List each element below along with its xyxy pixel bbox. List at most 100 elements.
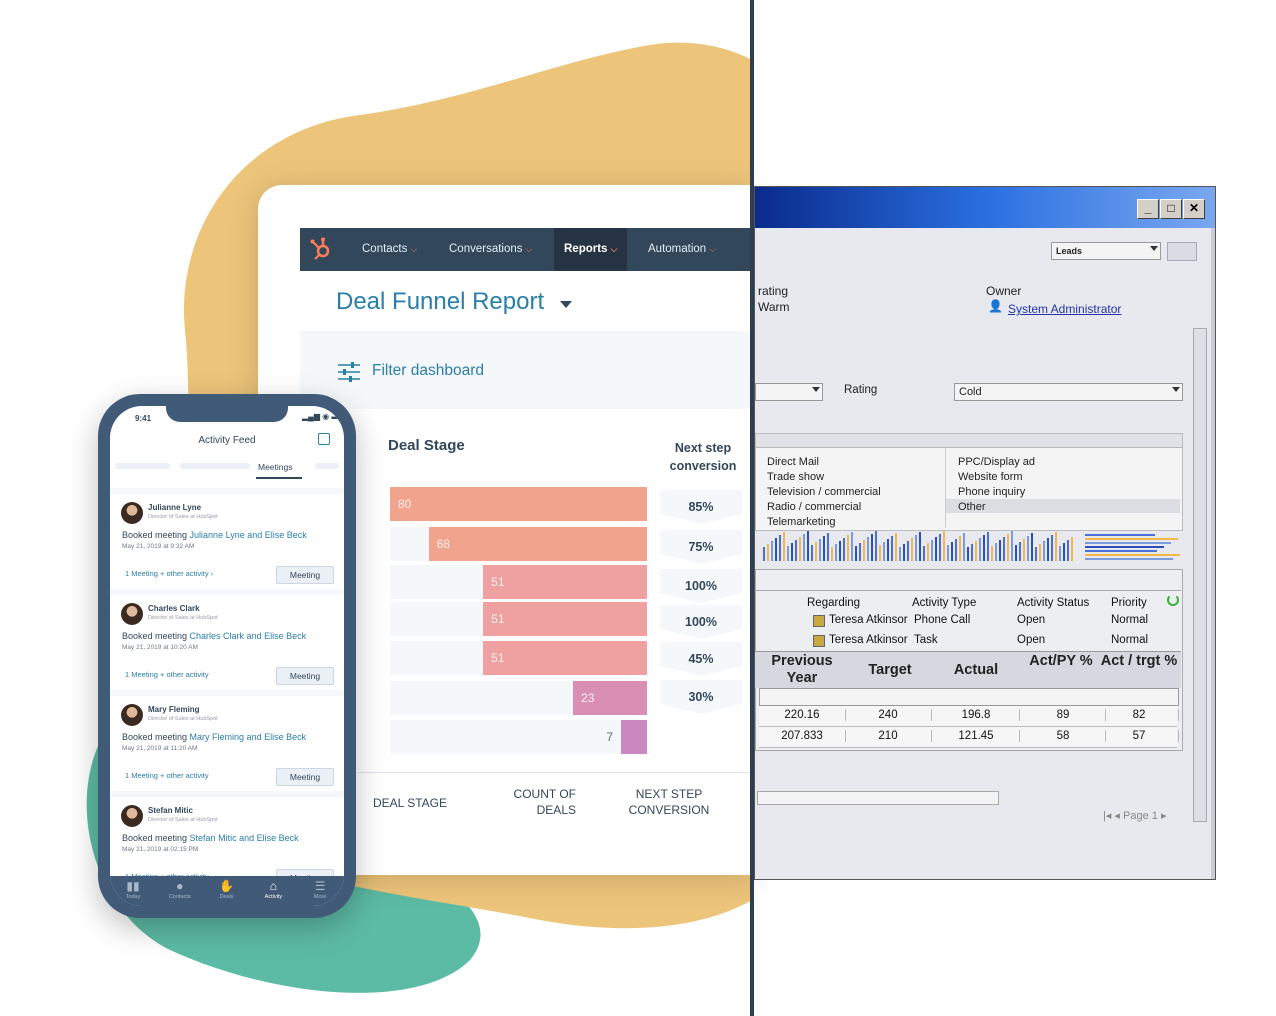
metric-row[interactable] — [759, 706, 1177, 727]
conversion-badge: 30% — [660, 680, 742, 714]
lead-source-item[interactable]: Phone inquiry — [958, 486, 1026, 498]
header-priority[interactable]: Priority — [1111, 597, 1147, 609]
nav-automation[interactable]: Automation ⌵ — [648, 243, 717, 255]
metrics-filter-row[interactable] — [759, 688, 1179, 706]
header-regarding[interactable]: Regarding — [807, 597, 861, 609]
list-item[interactable]: Julianne Lyne Director of Sales at HubSpo… — [110, 488, 344, 594]
view-nav-buttons[interactable] — [1167, 242, 1197, 261]
tab-placeholder[interactable] — [180, 463, 250, 469]
lead-source-list[interactable] — [755, 447, 1183, 531]
meeting-button[interactable]: Meeting — [276, 566, 334, 584]
lead-source-item[interactable]: Television / commercial — [767, 486, 881, 498]
activity-cell[interactable]: Open — [1017, 634, 1046, 646]
meeting-people-link[interactable]: Stefan Mitic and Elise Beck — [189, 833, 299, 843]
header-previous-year[interactable]: Previous Year — [771, 653, 833, 686]
hubspot-sprocket-icon[interactable] — [308, 236, 334, 262]
header-act-trgt[interactable]: Act / trgt % — [1100, 653, 1178, 669]
sliders-icon[interactable] — [338, 362, 360, 382]
filter-dashboard-link[interactable]: Filter dashboard — [372, 362, 485, 379]
footer-next-step-conversion[interactable]: NEXT STEP CONVERSION — [628, 787, 710, 817]
footer-deal-stage[interactable]: DEAL STAGE — [373, 796, 448, 810]
meeting-people-link[interactable]: Mary Fleming and Elise Beck — [189, 732, 307, 742]
maximize-icon[interactable]: □ — [1160, 199, 1182, 219]
lead-source-item[interactable]: Trade show — [767, 471, 825, 483]
lead-source-item[interactable]: Direct Mail — [767, 456, 819, 468]
nav-reports[interactable]: Reports ⌵ — [554, 228, 628, 271]
nav-contacts[interactable]: Contacts ⌵ — [362, 243, 418, 255]
header-activity-status[interactable]: Activity Status — [1017, 597, 1090, 609]
lead-source-item[interactable]: Website form — [958, 471, 1023, 483]
mini-bar — [1059, 546, 1061, 561]
compose-icon[interactable] — [318, 433, 330, 445]
lead-source-item[interactable]: Other — [958, 501, 986, 513]
tab-more[interactable]: ☰ More — [297, 876, 343, 900]
metric-cell: 121.45 — [933, 730, 1020, 742]
owner-link[interactable]: System Administrator — [1008, 302, 1122, 316]
chevron-down-icon: ⌵ — [610, 244, 618, 254]
funnel-bar[interactable]: 51 — [483, 565, 647, 599]
list-item[interactable]: Mary Fleming Director of Sales at HubSpot… — [110, 690, 344, 796]
meeting-button[interactable]: Meeting — [276, 768, 334, 786]
lead-source-item[interactable]: Telemarketing — [767, 516, 836, 528]
list-item[interactable]: Charles Clark Director of Sales at HubSpo… — [110, 589, 344, 695]
activity-cell[interactable]: Phone Call — [914, 614, 971, 626]
left-dropdown[interactable] — [755, 383, 823, 401]
tab-label: Deals — [219, 894, 234, 900]
funnel-bar[interactable]: 68 — [428, 527, 647, 561]
activity-cell[interactable]: Open — [1017, 614, 1046, 626]
funnel-bar[interactable]: 80 — [390, 487, 647, 521]
other-activity-link[interactable]: 1 Meeting + other activity — [125, 670, 209, 679]
tab-label: Contacts — [168, 894, 191, 900]
footer-count-of-deals[interactable]: COUNT OF DEALS — [513, 787, 576, 817]
header-act-py[interactable]: Act/PY % — [1029, 653, 1093, 669]
other-activity-link[interactable]: 1 Meeting + other activity — [125, 771, 209, 780]
activity-record-icon — [813, 615, 825, 627]
header-activity-type[interactable]: Activity Type — [912, 597, 977, 609]
activity-cell[interactable]: Normal — [1111, 614, 1149, 626]
meeting-button[interactable]: Meeting — [276, 667, 334, 685]
funnel-bar[interactable] — [621, 720, 647, 754]
tab-placeholder[interactable] — [315, 463, 339, 469]
meeting-text: Booked meeting Charles Clark and Elise B… — [122, 631, 306, 641]
tab-label: Activity — [264, 894, 283, 900]
caret-down-icon[interactable] — [560, 301, 572, 308]
mini-bar — [791, 543, 793, 561]
mini-bar — [807, 531, 809, 561]
activity-cell[interactable]: Normal — [1111, 634, 1149, 646]
tab-deals[interactable]: ✋ Deals — [204, 876, 250, 900]
header-actual[interactable]: Actual — [953, 662, 999, 678]
lead-source-item[interactable]: PPC/Display ad — [958, 456, 1036, 468]
metric-cell: 58 — [1021, 730, 1106, 742]
close-icon[interactable]: ✕ — [1183, 199, 1205, 219]
activity-cell[interactable]: Teresa Atkinsor — [829, 614, 908, 626]
meeting-people-link[interactable]: Julianne Lyne and Elise Beck — [189, 530, 307, 540]
minimize-icon[interactable]: _ — [1137, 199, 1159, 219]
tab-meetings[interactable]: Meetings — [258, 462, 293, 472]
vertical-scrollbar[interactable] — [1193, 328, 1207, 822]
conversion-badge: 45% — [660, 642, 742, 676]
funnel-bar[interactable]: 51 — [483, 602, 647, 636]
refresh-icon[interactable] — [1167, 594, 1179, 606]
pager[interactable]: |◂ ◂ Page 1 ▸ — [1103, 810, 1167, 822]
activity-cell[interactable]: Teresa Atkinsor — [829, 634, 908, 646]
meeting-people-link[interactable]: Charles Clark and Elise Beck — [189, 631, 307, 641]
contact-role: Director of Sales at HubSpot — [148, 716, 218, 722]
tab-placeholder[interactable] — [115, 463, 170, 469]
header-target[interactable]: Target — [868, 662, 912, 678]
lead-source-item[interactable]: Radio / commercial — [767, 501, 862, 513]
tab-today[interactable]: ▮▮ Today — [110, 876, 156, 900]
other-activity-link[interactable]: 1 Meeting + other activity › — [125, 569, 214, 578]
metric-row[interactable] — [759, 727, 1177, 748]
report-title[interactable]: Deal Funnel Report — [336, 288, 545, 315]
tab-contacts[interactable]: ● Contacts — [157, 876, 203, 900]
horizontal-scrollbar[interactable] — [757, 791, 999, 805]
funnel-track: 7 — [390, 720, 647, 754]
rating-field-dropdown[interactable]: Cold — [954, 383, 1183, 401]
funnel-bar[interactable]: 51 — [483, 641, 647, 675]
activity-cell[interactable]: Task — [914, 634, 938, 646]
conversion-badge: 85% — [660, 490, 742, 524]
funnel-bar[interactable]: 23 — [573, 681, 647, 715]
view-dropdown[interactable]: Leads — [1051, 242, 1161, 260]
nav-conversations[interactable]: Conversations ⌵ — [449, 243, 533, 255]
tab-activity[interactable]: ⌂ Activity — [250, 876, 296, 900]
